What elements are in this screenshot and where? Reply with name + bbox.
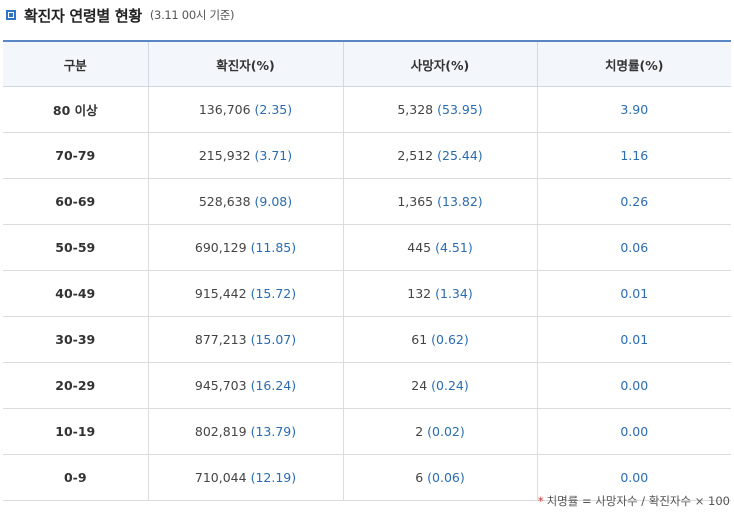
deaths-cell: 132 (1.34) [342, 270, 537, 317]
deaths-percent: (0.24) [431, 378, 469, 393]
table-row: 40-49 915,442 (15.72) 132 (1.34) 0.01 [3, 270, 731, 317]
deaths-cell: 61 (0.62) [342, 316, 537, 363]
column-header-cfr: 치명률(%) [536, 41, 731, 87]
cases-percent: (13.79) [250, 424, 297, 439]
deaths-cell: 2 (0.02) [342, 408, 537, 455]
cfr-cell: 0.06 [536, 224, 731, 271]
cases-percent: (9.08) [254, 194, 293, 209]
section-subtitle: (3.11 00시 기준) [149, 8, 235, 22]
deaths-count: 61 [411, 332, 428, 347]
cases-percent: (15.07) [250, 332, 297, 347]
deaths-percent: (1.34) [435, 286, 473, 301]
cases-percent: (16.24) [250, 378, 297, 393]
table-row: 60-69 528,638 (9.08) 1,365 (13.82) 0.26 [3, 178, 731, 225]
deaths-count: 132 [407, 286, 432, 301]
column-header-category: 구분 [3, 41, 148, 87]
cases-cell: 945,703 (16.24) [147, 362, 343, 409]
table-row: 30-39 877,213 (15.07) 61 (0.62) 0.01 [3, 316, 731, 363]
cases-cell: 802,819 (13.79) [147, 408, 343, 455]
table-row: 10-19 802,819 (13.79) 2 (0.02) 0.00 [3, 408, 731, 455]
column-header-deaths: 사망자(%) [342, 41, 537, 87]
deaths-percent: (25.44) [437, 148, 483, 163]
cases-percent: (3.71) [254, 148, 293, 163]
cases-count: 915,442 [194, 286, 247, 301]
age-group-cell: 20-29 [3, 362, 148, 409]
age-group-cell: 40-49 [3, 270, 148, 317]
age-group-cell: 70-79 [3, 132, 148, 179]
age-group-cell: 50-59 [3, 224, 148, 271]
table-row: 70-79 215,932 (3.71) 2,512 (25.44) 1.16 [3, 132, 731, 179]
age-group-cell: 80 이상 [3, 86, 148, 133]
cfr-cell: 0.00 [536, 408, 731, 455]
deaths-count: 445 [407, 240, 432, 255]
deaths-count: 2,512 [397, 148, 434, 163]
cfr-cell: 0.01 [536, 316, 731, 363]
cases-cell: 877,213 (15.07) [147, 316, 343, 363]
age-group-cell: 10-19 [3, 408, 148, 455]
age-group-cell: 0-9 [3, 454, 148, 501]
deaths-cell: 6 (0.06) [342, 454, 537, 501]
cases-count: 215,932 [198, 148, 251, 163]
deaths-cell: 24 (0.24) [342, 362, 537, 409]
deaths-percent: (0.02) [427, 424, 465, 439]
footnote-text: 치명률 = 사망자수 / 확진자수 × 100 [546, 494, 730, 508]
cases-count: 136,706 [198, 102, 251, 117]
deaths-percent: (0.06) [427, 470, 465, 485]
cfr-cell: 3.90 [536, 86, 731, 133]
cases-cell: 915,442 (15.72) [147, 270, 343, 317]
cases-count: 710,044 [194, 470, 247, 485]
deaths-cell: 1,365 (13.82) [342, 178, 537, 225]
column-header-cases: 확진자(%) [147, 41, 343, 87]
cases-cell: 690,129 (11.85) [147, 224, 343, 271]
square-bullet-icon [6, 10, 16, 20]
section-header: 확진자 연령별 현황 (3.11 00시 기준) [6, 4, 235, 26]
cases-count: 528,638 [198, 194, 251, 209]
footnote-star: * [537, 494, 544, 508]
deaths-count: 24 [411, 378, 428, 393]
footnote: * 치명률 = 사망자수 / 확진자수 × 100 [538, 493, 730, 509]
cases-cell: 710,044 (12.19) [147, 454, 343, 501]
cases-count: 690,129 [194, 240, 247, 255]
age-group-cell: 30-39 [3, 316, 148, 363]
cases-percent: (11.85) [250, 240, 297, 255]
cases-count: 945,703 [194, 378, 247, 393]
cfr-cell: 0.01 [536, 270, 731, 317]
cases-percent: (15.72) [250, 286, 297, 301]
table-header-row: 구분 확진자(%) 사망자(%) 치명률(%) [3, 41, 731, 87]
table-row: 80 이상 136,706 (2.35) 5,328 (53.95) 3.90 [3, 86, 731, 133]
deaths-count: 2 [415, 424, 424, 439]
table-row: 0-9 710,044 (12.19) 6 (0.06) 0.00 [3, 454, 731, 501]
cases-percent: (12.19) [250, 470, 297, 485]
cfr-cell: 1.16 [536, 132, 731, 179]
deaths-percent: (13.82) [437, 194, 483, 209]
cases-count: 802,819 [194, 424, 247, 439]
deaths-count: 6 [415, 470, 424, 485]
cases-cell: 136,706 (2.35) [147, 86, 343, 133]
deaths-cell: 5,328 (53.95) [342, 86, 537, 133]
cfr-cell: 0.00 [536, 454, 731, 501]
deaths-percent: (4.51) [435, 240, 473, 255]
deaths-count: 5,328 [397, 102, 434, 117]
deaths-cell: 2,512 (25.44) [342, 132, 537, 179]
table-row: 20-29 945,703 (16.24) 24 (0.24) 0.00 [3, 362, 731, 409]
age-group-cell: 60-69 [3, 178, 148, 225]
cfr-cell: 0.26 [536, 178, 731, 225]
cases-count: 877,213 [194, 332, 247, 347]
deaths-count: 1,365 [397, 194, 434, 209]
table-row: 50-59 690,129 (11.85) 445 (4.51) 0.06 [3, 224, 731, 271]
cases-cell: 215,932 (3.71) [147, 132, 343, 179]
cases-percent: (2.35) [254, 102, 293, 117]
deaths-percent: (0.62) [431, 332, 469, 347]
section-title: 확진자 연령별 현황 [24, 6, 142, 25]
deaths-cell: 445 (4.51) [342, 224, 537, 271]
age-stats-table: 구분 확진자(%) 사망자(%) 치명률(%) 80 이상 136,706 (2.… [3, 40, 731, 501]
deaths-percent: (53.95) [437, 102, 483, 117]
cfr-cell: 0.00 [536, 362, 731, 409]
cases-cell: 528,638 (9.08) [147, 178, 343, 225]
